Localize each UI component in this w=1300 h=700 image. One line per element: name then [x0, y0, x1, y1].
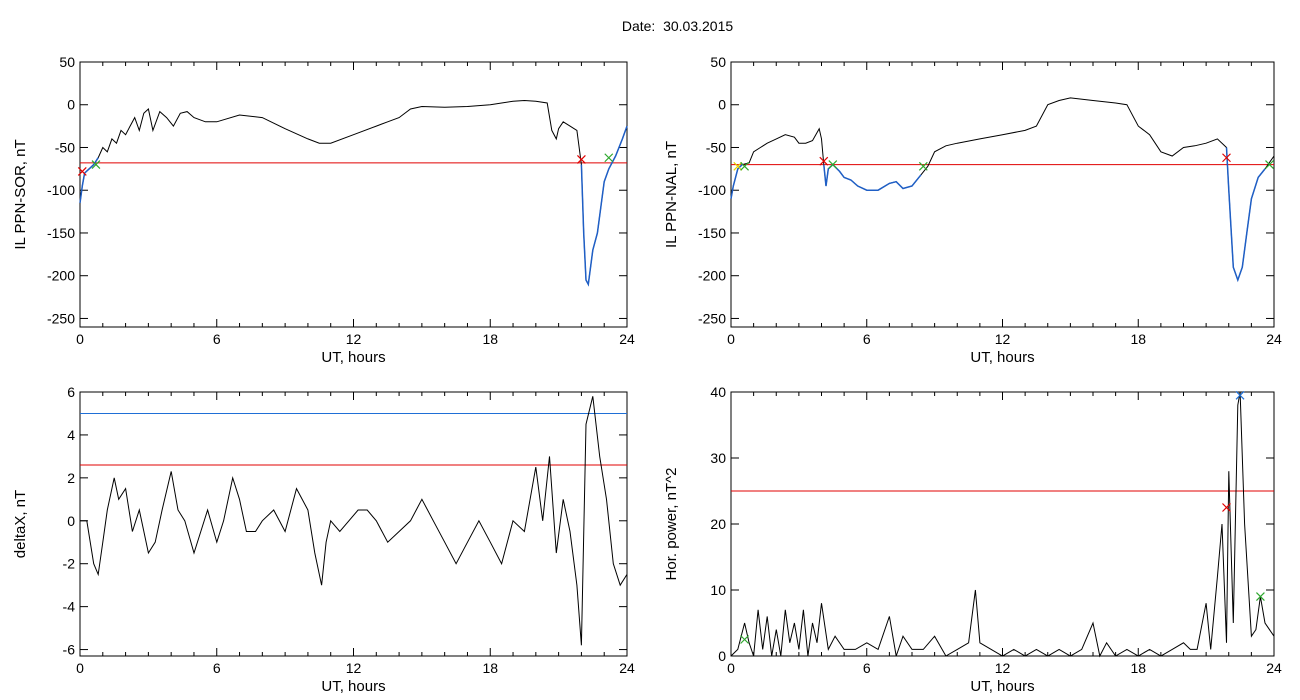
hor-power-y-axis-title: Hor. power, nT^2 [663, 468, 680, 581]
deltax-y-tick-label: 4 [67, 427, 75, 443]
ppn-sor-y-tick-label: -250 [47, 310, 75, 326]
deltax-y-tick-label: -4 [63, 599, 76, 615]
deltax-x-tick-label: 0 [76, 660, 84, 676]
ppn-nal-y-axis-title: IL PPN-NAL, nT [663, 141, 680, 248]
hor-power-y-tick-label: 30 [710, 450, 726, 466]
deltax-x-tick-label: 18 [482, 660, 498, 676]
ppn-nal-y-tick-label: -150 [698, 225, 726, 241]
ppn-nal-x-marker [733, 161, 743, 171]
ppn-nal-highlight-segment [730, 164, 743, 199]
ppn-nal-y-tick-label: -100 [698, 182, 726, 198]
hor-power-series-line [730, 391, 1275, 658]
ppn-nal-x-tick-label: 18 [1130, 331, 1146, 347]
hor-power-x-tick-label: 24 [1266, 660, 1282, 676]
ppn-nal-series-line [730, 97, 1275, 282]
hor-power-x-marker [740, 635, 749, 644]
ppn-nal-y-tick-label: 0 [718, 97, 726, 113]
deltax-y-tick-label: 6 [67, 384, 75, 400]
ppn-sor-y-tick-label: 50 [59, 54, 75, 70]
ppn-nal-y-tick-label: -200 [698, 268, 726, 284]
hor-power-x-axis-title: UT, hours [970, 678, 1034, 695]
ppn-sor-x-tick-label: 6 [213, 331, 221, 347]
ppn-sor-x-marker [576, 155, 586, 164]
hor-power-y-tick-label: 20 [710, 516, 726, 532]
hor-power-plot-frame [730, 391, 1275, 657]
ppn-nal-highlight-segment [823, 163, 922, 191]
ppn-sor-x-marker [604, 153, 614, 163]
ppn-sor-x-axis-title: UT, hours [321, 349, 385, 366]
hor-power-x-tick-label: 12 [995, 660, 1011, 676]
deltax-y-axis-title: deltaX, nT [12, 490, 29, 558]
hor-power-y-tick-label: 10 [710, 582, 726, 598]
deltax-y-tick-label: 2 [67, 470, 75, 486]
ppn-nal-x-marker [1265, 160, 1274, 170]
ppn-nal-x-marker [740, 161, 749, 171]
ppn-nal-plot-frame [730, 61, 1275, 328]
hor-power-y-tick-label: 40 [710, 384, 726, 400]
hor-power-x-tick-label: 0 [727, 660, 735, 676]
hor-power-x-marker [1256, 592, 1265, 602]
ppn-nal-y-tick-label: -250 [698, 310, 726, 326]
deltax-x-tick-label: 12 [346, 660, 362, 676]
ppn-sor-x-marker [77, 166, 87, 176]
ppn-sor-x-tick-label: 24 [619, 331, 635, 347]
deltax-x-tick-label: 6 [213, 660, 221, 676]
hor-power-x-marker [1222, 503, 1231, 512]
ppn-nal-x-tick-label: 0 [727, 331, 735, 347]
hor-power-x-tick-label: 18 [1130, 660, 1146, 676]
ppn-nal-x-axis-title: UT, hours [970, 349, 1034, 366]
ppn-nal-x-marker [918, 161, 928, 171]
deltax-x-tick-label: 24 [619, 660, 635, 676]
ppn-nal-x-tick-label: 24 [1266, 331, 1282, 347]
ppn-nal-x-marker [828, 160, 838, 170]
page-title: Date: 30.03.2015 [621, 18, 734, 34]
deltax-plot-frame [79, 391, 628, 657]
hor-power-x-tick-label: 6 [863, 660, 871, 676]
ppn-sor-y-tick-label: -50 [55, 139, 75, 155]
ppn-nal-x-marker [1222, 153, 1231, 163]
ppn-nal-x-tick-label: 12 [995, 331, 1011, 347]
ppn-nal-y-tick-label: -50 [706, 139, 726, 155]
ppn-nal-highlight-segment [1225, 147, 1266, 283]
ppn-nal-x-marker [819, 156, 829, 166]
deltax-x-axis-title: UT, hours [321, 678, 385, 695]
ppn-sor-x-marker [91, 160, 101, 170]
ppn-sor-x-tick-label: 18 [482, 331, 498, 347]
ppn-sor-y-tick-label: 0 [67, 97, 75, 113]
ppn-sor-y-axis-title: IL PPN-SOR, nT [12, 139, 29, 249]
deltax-y-tick-label: 0 [67, 513, 75, 529]
ppn-nal-y-tick-label: 50 [710, 54, 726, 70]
ppn-nal-x-tick-label: 6 [863, 331, 871, 347]
ppn-sor-plot-frame [79, 61, 628, 328]
ppn-sor-y-tick-label: -100 [47, 182, 75, 198]
ppn-sor-highlight-segment [580, 125, 628, 287]
deltax-y-tick-label: -6 [63, 642, 76, 658]
ppn-sor-y-tick-label: -150 [47, 225, 75, 241]
deltax-y-tick-label: -2 [63, 556, 76, 572]
hor-power-x-marker [1235, 390, 1245, 400]
ppn-sor-y-tick-label: -200 [47, 268, 75, 284]
ppn-sor-x-tick-label: 12 [346, 331, 362, 347]
hor-power-y-tick-label: 0 [718, 648, 726, 664]
ppn-sor-series-line [79, 99, 628, 286]
deltax-series-line [80, 396, 628, 646]
ppn-sor-x-tick-label: 0 [76, 331, 84, 347]
